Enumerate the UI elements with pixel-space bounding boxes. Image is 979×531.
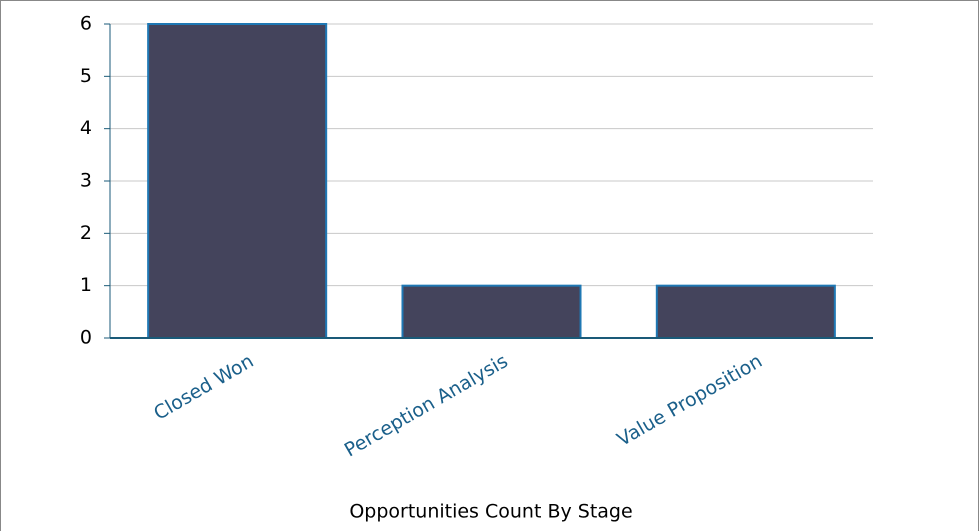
bar	[401, 284, 582, 339]
y-tick-label: 5	[80, 65, 92, 87]
y-tick-label: 1	[80, 274, 92, 296]
y-tick-label: 4	[80, 117, 92, 139]
y-tick-label: 2	[80, 222, 92, 244]
y-tick-label: 3	[80, 170, 92, 192]
bar	[655, 284, 836, 339]
y-tick-label: 0	[80, 327, 92, 349]
chart-title: Opportunities Count By Stage	[349, 501, 632, 523]
bar	[147, 23, 328, 339]
y-tick-label: 6	[80, 13, 92, 35]
